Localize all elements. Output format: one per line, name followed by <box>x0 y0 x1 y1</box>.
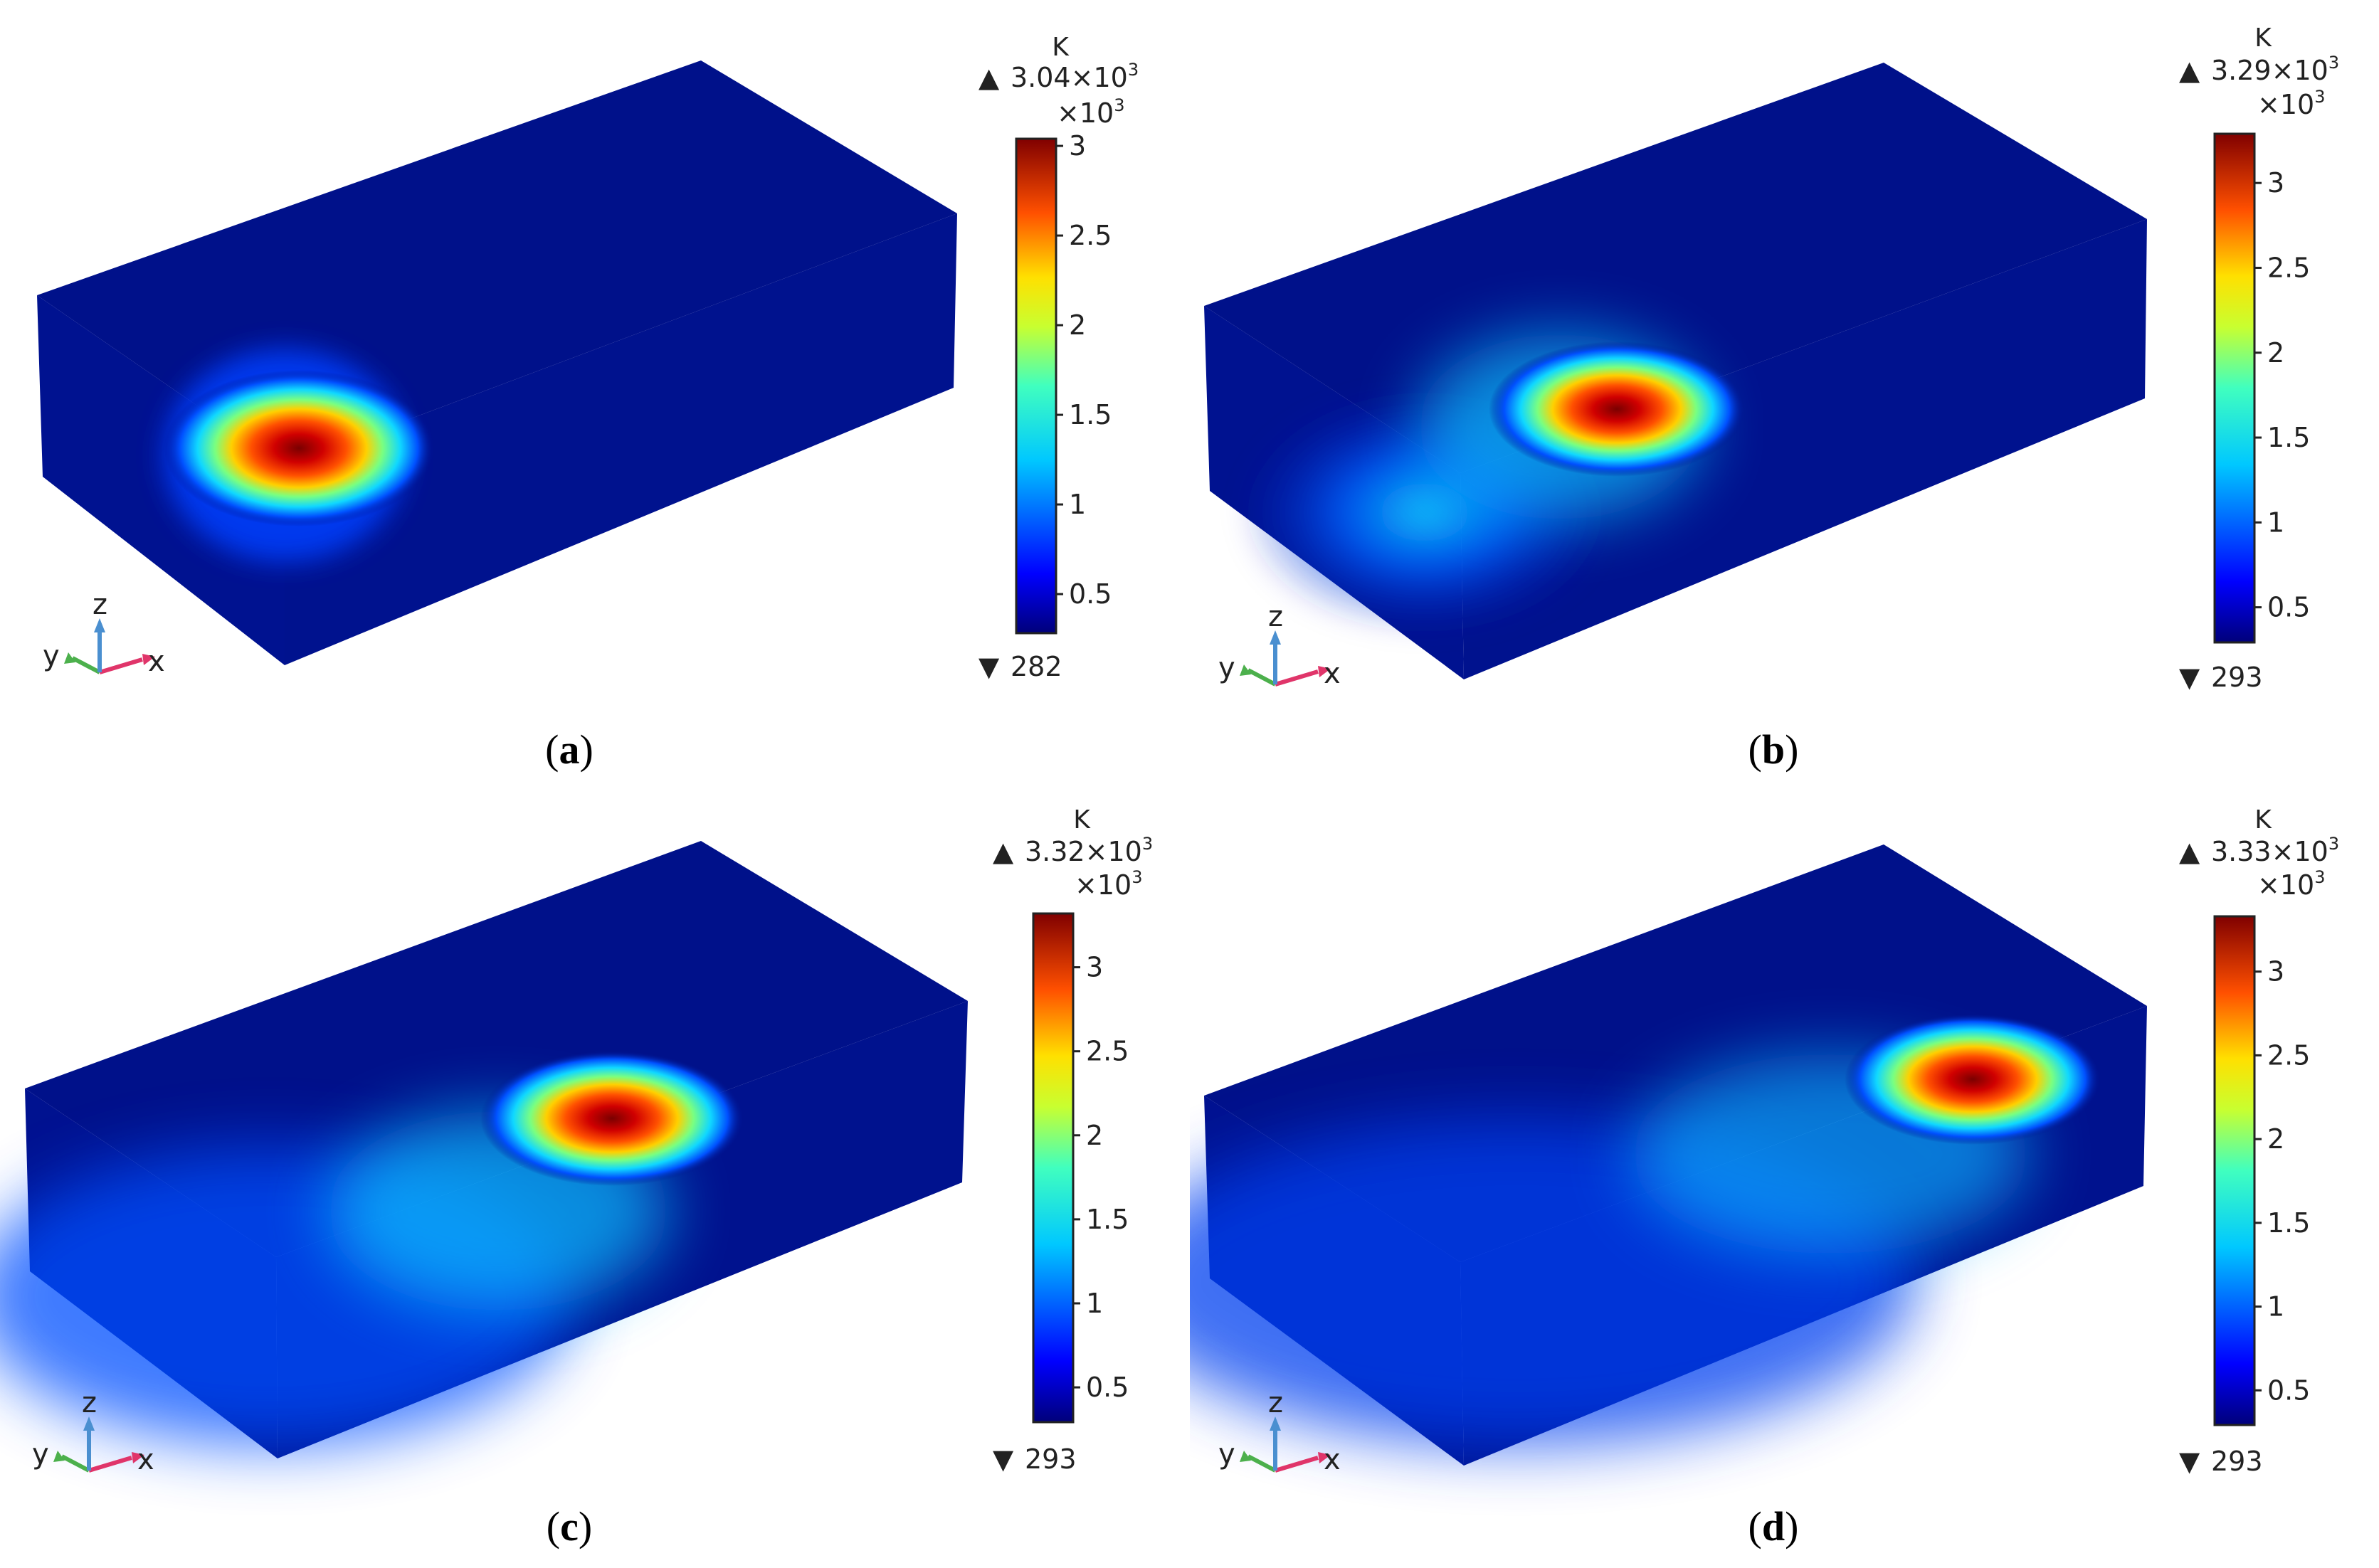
colorbar-tick-label: 1 <box>1086 1288 1103 1319</box>
colorbar-tick-label: 0.5 <box>2267 592 2310 623</box>
colorbar-multiplier: ×103 <box>2257 867 2325 901</box>
panel-a-figure: x y z K ▲ 3.04×103 ×103 3 2.5 2 1.5 1 0.5 ▼ 2… <box>37 33 1139 682</box>
colorbar-min-marker: ▼ <box>2179 662 2200 693</box>
block-front-face <box>37 295 285 665</box>
colorbar-tick-label: 1.5 <box>1086 1204 1129 1235</box>
block-top-face <box>1204 63 2147 473</box>
colorbar-multiplier: ×103 <box>2257 87 2325 120</box>
panel-b-figure: x y z K ▲ 3.29×103 ×103 3 2.5 2 1.5 1 0.5 ▼ 2… <box>1204 23 2339 693</box>
colorbar: K ▲ 3.32×103 ×103 3 2.5 2 1.5 1 0.5 ▼ 293 <box>993 805 1153 1475</box>
colorbar-tick-label: 2 <box>2267 337 2284 369</box>
colorbar-unit: K <box>2254 23 2272 53</box>
panel-d: x y z K ▲ 3.33×103 ×103 3 2.5 2 1.5 1 0.5 ▼ 2… <box>1190 784 2378 1567</box>
axis-triad: x y z <box>43 588 165 678</box>
colorbar-max-label: 3.33×103 <box>2211 834 2339 867</box>
colorbar-max-label: 3.04×103 <box>1011 60 1139 93</box>
panel-d-caption: (d) <box>1748 1503 1799 1550</box>
axis-x-label: x <box>137 1443 154 1476</box>
colorbar-tick-label: 2.5 <box>1086 1036 1129 1067</box>
panel-c-caption: (c) <box>546 1503 593 1550</box>
colorbar-min-label: 282 <box>1011 651 1062 682</box>
colorbar-tick-label: 3 <box>2267 956 2284 987</box>
colorbar-min-marker: ▼ <box>978 651 1000 682</box>
axis-z-label: z <box>1268 1387 1283 1419</box>
colorbar-min-marker: ▼ <box>993 1443 1014 1475</box>
axis-x-label: x <box>1324 1443 1341 1476</box>
colorbar-unit: K <box>2254 805 2272 835</box>
colorbar: K ▲ 3.33×103 ×103 3 2.5 2 1.5 1 0.5 ▼ 293 <box>2179 805 2339 1477</box>
panel-c: x y z K ▲ 3.32×103 ×103 3 2.5 2 1.5 1 0.5 ▼ 2… <box>0 784 1188 1567</box>
colorbar-tick-label: 1 <box>2267 1291 2284 1323</box>
colorbar-min-marker: ▼ <box>2179 1446 2200 1477</box>
panel-b: x y z K ▲ 3.29×103 ×103 3 2.5 2 1.5 1 0.5 ▼ 2… <box>1190 0 2378 783</box>
heat-hotspot <box>480 1051 744 1186</box>
colorbar-unit: K <box>1073 805 1091 835</box>
colorbar-min-label: 293 <box>2211 1446 2263 1477</box>
axis-x-label: x <box>1324 657 1341 690</box>
colorbar-max-marker: ▲ <box>993 836 1014 867</box>
colorbar-multiplier: ×103 <box>1075 867 1142 901</box>
colorbar: K ▲ 3.29×103 ×103 3 2.5 2 1.5 1 0.5 ▼ 293 <box>2179 23 2339 693</box>
colorbar-multiplier: ×103 <box>1057 95 1124 129</box>
axis-triad: x y z <box>32 1387 154 1476</box>
axis-y-label: y <box>43 640 60 672</box>
colorbar-tick-label: 1 <box>1069 489 1086 520</box>
axis-y-label: y <box>32 1438 49 1471</box>
colorbar-tick-label: 1.5 <box>2267 422 2310 453</box>
colorbar-max-marker: ▲ <box>2179 55 2200 86</box>
colorbar-tick-label: 3 <box>1086 952 1103 983</box>
axis-z-label: z <box>82 1387 97 1419</box>
colorbar-scale <box>1032 912 1075 1424</box>
colorbar-tick-label: 1.5 <box>1069 399 1112 430</box>
axis-z-label: z <box>1268 600 1283 633</box>
colorbar-tick-label: 0.5 <box>1086 1372 1129 1403</box>
colorbar-max-marker: ▲ <box>2179 836 2200 867</box>
heat-hotspot <box>164 370 434 526</box>
colorbar-tick-label: 0.5 <box>2267 1374 2310 1406</box>
axis-y-label: y <box>1218 1438 1235 1471</box>
block-right-face <box>285 213 957 665</box>
colorbar-tick-label: 2.5 <box>1069 220 1112 251</box>
axis-triad: x y z <box>1218 600 1341 690</box>
axis-y-label: y <box>1218 652 1235 684</box>
axis-x-label: x <box>148 645 165 678</box>
heat-hotspot <box>1845 1014 2101 1145</box>
panel-d-figure: x y z K ▲ 3.33×103 ×103 3 2.5 2 1.5 1 0.5 ▼ 2… <box>1190 805 2339 1477</box>
colorbar-tick-label: 0.5 <box>1069 578 1112 610</box>
axis-z-label: z <box>93 588 107 621</box>
colorbar-scale <box>1015 137 1057 635</box>
panel-a-caption: (a) <box>545 726 594 773</box>
panel-b-caption: (b) <box>1748 726 1799 773</box>
colorbar-unit: K <box>1052 33 1070 62</box>
axis-triad: x y z <box>1218 1387 1341 1476</box>
colorbar-tick-label: 2 <box>2267 1123 2284 1155</box>
colorbar-min-label: 293 <box>1025 1443 1077 1475</box>
colorbar-min-label: 293 <box>2211 662 2263 693</box>
block-right-face <box>1460 219 2147 679</box>
colorbar-scale <box>2213 132 2256 644</box>
colorbar-tick-label: 2 <box>1069 309 1086 341</box>
colorbar-tick-label: 3 <box>2267 167 2284 198</box>
colorbar-max-marker: ▲ <box>978 62 1000 93</box>
colorbar-tick-label: 3 <box>1069 130 1086 161</box>
colorbar-max-label: 3.32×103 <box>1025 834 1153 867</box>
colorbar-max-label: 3.29×103 <box>2211 53 2339 86</box>
colorbar-tick-label: 1 <box>2267 507 2284 538</box>
panel-c-figure: x y z K ▲ 3.32×103 ×103 3 2.5 2 1.5 1 0.5 ▼ 2… <box>0 805 1153 1476</box>
panel-a: x y z K ▲ 3.04×103 ×103 3 2.5 2 1.5 1 0.5 ▼ 2… <box>0 0 1188 783</box>
colorbar-tick-label: 2 <box>1086 1120 1103 1151</box>
colorbar: K ▲ 3.04×103 ×103 3 2.5 2 1.5 1 0.5 ▼ 282 <box>978 33 1139 682</box>
colorbar-tick-label: 2.5 <box>2267 1039 2310 1071</box>
colorbar-tick-label: 2.5 <box>2267 252 2310 283</box>
heat-hotspot <box>1489 341 1745 477</box>
colorbar-scale <box>2213 915 2256 1426</box>
colorbar-tick-label: 1.5 <box>2267 1207 2310 1239</box>
